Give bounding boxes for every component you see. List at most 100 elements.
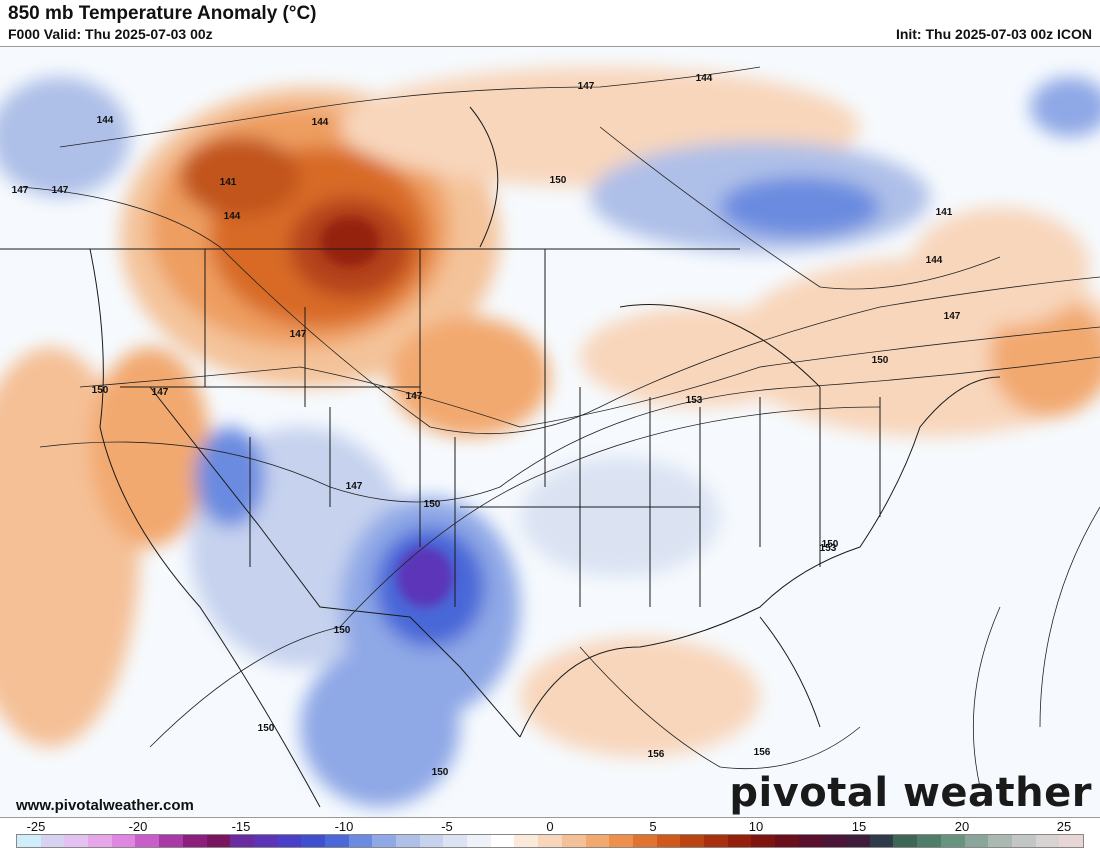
contour-line [39,356,1100,503]
colorbar-tick-label: -25 [26,819,46,834]
warm-anomaly-region [990,297,1100,417]
colorbar-tick-label: 0 [546,819,554,834]
contour-label: 156 [648,749,665,760]
warm-anomaly-region [390,317,550,437]
cool-anomaly-region [720,177,880,237]
brand-logo: pivotal weather [729,770,1092,816]
contour-label: 141 [936,207,953,218]
contour-label: 144 [224,211,241,222]
colorbar [16,834,1084,848]
contour-line [579,646,861,770]
warm-anomaly-region [580,307,820,407]
contour-label: 144 [696,73,713,84]
contour-label: 150 [550,175,567,186]
init-time: Init: Thu 2025-07-03 00z ICON [895,26,1092,42]
anomaly-core [320,217,453,607]
colorbar-swatch [514,835,539,847]
colorbar-tick-label: -15 [231,819,251,834]
colorbar-tick-label: 25 [1056,819,1072,834]
cool-anomaly-core [397,547,453,607]
colorbar-swatch [609,835,633,847]
colorbar-swatch [585,835,610,847]
contour-label: 147 [406,391,423,402]
height-contours [19,66,1100,788]
contour-label: 144 [97,115,114,126]
colorbar-swatch [419,835,444,847]
colorbar-swatch [159,835,183,847]
colorbar-swatch [869,835,894,847]
contour-label: 150 [424,499,441,510]
colorbar-swatch [1059,835,1083,847]
contour-line [599,126,1001,290]
cool-anomaly-region [1030,77,1100,137]
colorbar-swatch [561,835,586,847]
colorbar-swatch [182,835,207,847]
contour-label: 150 [822,539,839,550]
colorbar-swatch [17,835,41,847]
colorbar-swatch [396,835,420,847]
colorbar-swatch [751,835,775,847]
contour-label: 144 [312,117,329,128]
contour-label: 150 [872,355,889,366]
colorbar-swatch [372,835,396,847]
colorbar-swatch [680,835,704,847]
warm-anomaly-core [320,217,380,267]
warm-anomaly-region [180,137,300,217]
contour-label: 147 [290,329,307,340]
cool-anomaly-region [300,647,460,807]
contour-label: 144 [926,255,943,266]
anomaly-map: 144 147 144 147 141 144 150 147 150 147 147 144 147 1… [0,46,1100,818]
colorbar-swatch [253,835,278,847]
gulf-east-coast [519,376,1001,738]
contour-label: 147 [52,185,69,196]
valid-time: F000 Valid: Thu 2025-07-03 00z [8,26,213,42]
colorbar-swatch [798,835,823,847]
colorbar-swatch [632,835,657,847]
contour-label: 141 [220,177,237,188]
us-mexico-border [149,386,521,738]
colorbar-swatch [846,835,870,847]
colorbar-swatch [988,835,1012,847]
colorbar-swatch [538,835,562,847]
florida [759,616,821,728]
contour-label: 147 [346,481,363,492]
cool-anomaly-region [0,77,130,197]
colorbar-swatch [277,835,302,847]
colorbar-tick-label: 5 [649,819,657,834]
colorbar-tick-label: -5 [441,819,453,834]
contour-line [972,506,1100,788]
colorbar-swatch [656,835,681,847]
colorbar-swatch [324,835,349,847]
map-title: 850 mb Temperature Anomaly (°C) [8,3,317,24]
colorbar-swatch [206,835,231,847]
contour-line [19,186,1100,435]
contour-label: 150 [258,723,275,734]
warm-anomaly-region [90,347,210,547]
colorbar-swatch [64,835,89,847]
colorbar-swatch [301,835,325,847]
website-credit: www.pivotalweather.com [16,797,194,814]
colorbar-tick-label: -10 [334,819,354,834]
colorbar-swatch [40,835,65,847]
colorbar-swatch [940,835,965,847]
colorbar-tick-label: -20 [128,819,148,834]
colorbar-swatch [822,835,847,847]
contour-label: 153 [820,543,837,554]
colorbar-swatch [1011,835,1036,847]
colorbar-swatch [230,835,254,847]
warm-anomaly-region [910,207,1090,327]
contour-label: 147 [12,185,29,196]
colorbar-swatch [727,835,752,847]
lakes-outline [469,106,821,388]
colorbar-tick-labels: -25 -20 -15 -10 -5 0 5 10 15 20 25 [0,818,1100,834]
colorbar-swatch [703,835,728,847]
colorbar-swatch [443,835,468,847]
boundaries [0,106,1001,808]
state-lines [120,249,881,607]
colorbar-swatch [1035,835,1060,847]
contour-labels: 144 147 144 147 141 144 150 147 150 147 147 144 147 1… [12,73,961,778]
colorbar-swatch [111,835,136,847]
colorbar-swatch [964,835,989,847]
colorbar-swatch [467,835,491,847]
warm-anomaly-region [520,637,760,757]
